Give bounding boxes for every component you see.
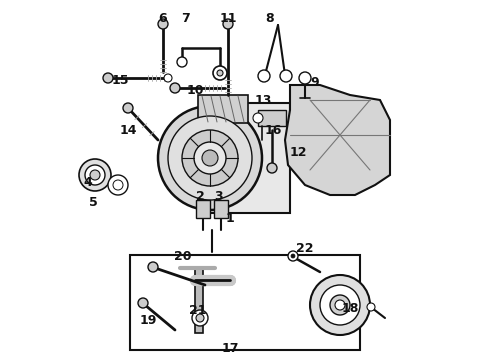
Text: 3: 3 — [214, 189, 222, 202]
Text: 18: 18 — [342, 302, 359, 315]
Circle shape — [213, 66, 227, 80]
Text: 13: 13 — [254, 94, 271, 107]
Circle shape — [258, 70, 270, 82]
Circle shape — [194, 142, 226, 174]
Circle shape — [217, 70, 223, 76]
Circle shape — [113, 180, 123, 190]
Circle shape — [320, 285, 360, 325]
Text: 12: 12 — [289, 145, 307, 158]
Circle shape — [158, 19, 168, 29]
Circle shape — [192, 310, 208, 326]
Text: 1: 1 — [225, 212, 234, 225]
Bar — [200, 103, 290, 213]
Text: 21: 21 — [189, 303, 207, 316]
Circle shape — [182, 130, 238, 186]
Circle shape — [90, 170, 100, 180]
Circle shape — [335, 300, 345, 310]
Circle shape — [291, 254, 295, 258]
Text: 22: 22 — [296, 242, 314, 255]
Circle shape — [253, 113, 263, 123]
Polygon shape — [285, 85, 390, 195]
Circle shape — [108, 175, 128, 195]
Circle shape — [168, 116, 252, 200]
Text: 6: 6 — [159, 12, 167, 24]
Text: 15: 15 — [111, 73, 129, 86]
Text: 20: 20 — [174, 249, 192, 262]
Circle shape — [79, 159, 111, 191]
Circle shape — [123, 103, 133, 113]
Text: 9: 9 — [311, 76, 319, 89]
Circle shape — [177, 57, 187, 67]
Circle shape — [158, 106, 262, 210]
Circle shape — [196, 314, 204, 322]
Text: 5: 5 — [89, 195, 98, 208]
Circle shape — [280, 70, 292, 82]
Circle shape — [310, 275, 370, 335]
Circle shape — [299, 72, 311, 84]
Bar — [198, 95, 248, 123]
Bar — [258, 110, 286, 126]
Circle shape — [202, 150, 218, 166]
Circle shape — [164, 74, 172, 82]
Bar — [196, 200, 210, 218]
Text: 8: 8 — [266, 12, 274, 24]
Circle shape — [85, 165, 105, 185]
Circle shape — [267, 163, 277, 173]
Bar — [195, 268, 203, 333]
Text: 2: 2 — [196, 189, 204, 202]
Text: 7: 7 — [181, 12, 189, 24]
Text: 10: 10 — [186, 84, 204, 96]
Text: 17: 17 — [221, 342, 239, 355]
Circle shape — [367, 303, 375, 311]
Circle shape — [138, 298, 148, 308]
Text: 4: 4 — [84, 176, 93, 189]
Circle shape — [223, 19, 233, 29]
Text: 14: 14 — [119, 123, 137, 136]
Circle shape — [170, 83, 180, 93]
Circle shape — [330, 295, 350, 315]
Text: 19: 19 — [139, 314, 157, 327]
Text: 11: 11 — [219, 12, 237, 24]
Bar — [130, 255, 360, 350]
Bar — [214, 200, 228, 218]
Circle shape — [103, 73, 113, 83]
Circle shape — [288, 251, 298, 261]
Circle shape — [148, 262, 158, 272]
Text: 16: 16 — [264, 123, 282, 136]
